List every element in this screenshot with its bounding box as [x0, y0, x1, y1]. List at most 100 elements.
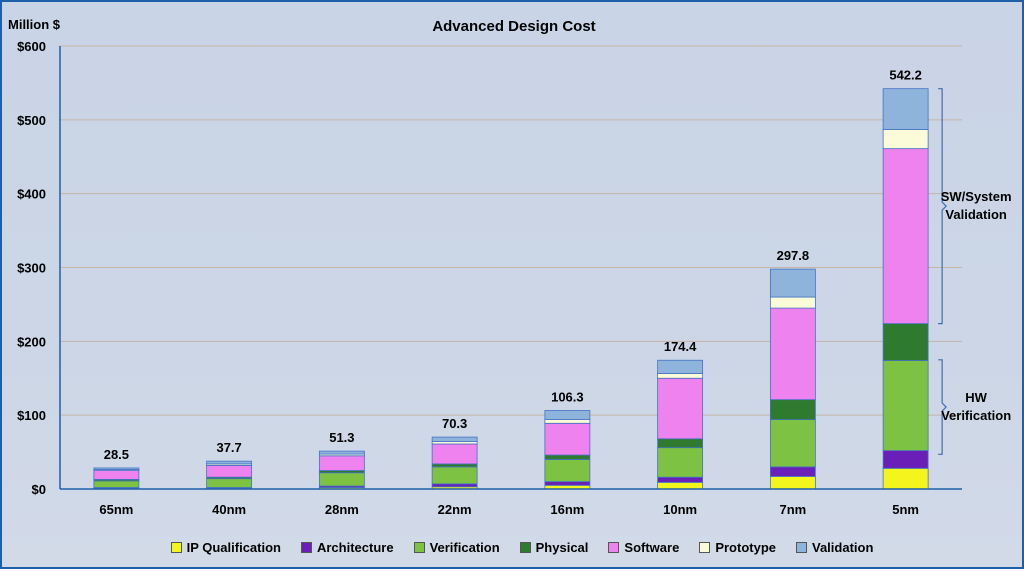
bar-segment [318, 455, 365, 471]
legend-swatch [699, 541, 711, 553]
x-tick-label: 22nm [438, 502, 472, 517]
bar-segment [544, 459, 591, 483]
y-tick-labels: $0 $100 $200 $300 $400 $500 $600 [17, 39, 46, 497]
x-tick-label: 28nm [325, 502, 359, 517]
bar-segment [93, 480, 140, 488]
legend-item: Architecture [300, 539, 394, 555]
x-tick-label: 7nm [780, 502, 807, 517]
legend-label: Physical [535, 539, 589, 555]
bar-segment [431, 483, 478, 488]
total-label: 28.5 [104, 447, 129, 462]
bar-segment [431, 463, 478, 468]
bar-segment [769, 296, 816, 309]
bar-segment [544, 410, 591, 420]
bar-segment [431, 466, 478, 485]
total-label: 106.3 [551, 390, 584, 405]
bar-segment [882, 88, 929, 130]
total-label: 297.8 [777, 248, 810, 263]
x-tick-label: 40nm [212, 502, 246, 517]
legend-swatch [170, 541, 182, 553]
y-axis-label: Million $ [8, 17, 61, 32]
bar-segment [657, 481, 704, 490]
total-label: 70.3 [442, 416, 467, 431]
bar-segment [769, 307, 816, 401]
annotation-layer: SW/System Validation HW Verification [938, 88, 1012, 455]
annotation-label: Validation [945, 207, 1006, 222]
legend-label: Software [624, 539, 680, 555]
total-label: 174.4 [664, 339, 697, 354]
bar-segment [206, 464, 253, 478]
legend-label: Validation [811, 539, 874, 555]
legend-item: Validation [795, 539, 874, 555]
bar-segment [882, 360, 929, 452]
legend-item: Verification [413, 539, 500, 555]
bracket-line [938, 88, 947, 325]
y-tick-label: $300 [17, 261, 46, 276]
bar-segment [206, 460, 253, 465]
legend-item: Prototype [699, 540, 776, 555]
bar-segment [769, 466, 816, 477]
bar-segment [769, 476, 816, 490]
annotation-label: SW/System [941, 189, 1012, 204]
legend-swatch [795, 541, 807, 553]
bar-segment [882, 323, 929, 361]
chart-title: Advanced Design Cost [432, 18, 595, 35]
bar-segment [544, 454, 591, 460]
legend-label: IP Qualification [186, 539, 281, 555]
annotation-label: Verification [941, 408, 1011, 423]
bar-segment [544, 481, 591, 486]
legend-swatch [519, 541, 531, 553]
y-tick-label: $600 [17, 39, 46, 54]
x-tick-labels: 65nm 40nm 28nm 22nm 16nm 10nm 7nm 5nm [99, 502, 919, 517]
legend-swatch [608, 541, 620, 553]
bar-layer [93, 88, 929, 490]
legend-item: Physical [519, 539, 589, 555]
bar-segment [93, 470, 140, 480]
bar-segment [544, 419, 591, 424]
legend: IP Qualification Architecture Verification… [152, 537, 892, 557]
x-tick-label: 10nm [663, 502, 697, 517]
total-label: 37.7 [216, 440, 241, 455]
y-tick-label: $400 [17, 187, 46, 202]
bar-segment [657, 373, 704, 379]
y-tick-label: $200 [17, 334, 46, 349]
y-tick-label: $100 [17, 408, 46, 423]
legend-item: Software [608, 540, 679, 555]
legend-swatch [413, 541, 425, 553]
bar-segment [882, 148, 929, 325]
bar-segment [882, 450, 929, 469]
legend-label: Architecture [316, 539, 394, 555]
legend-label: Prototype [715, 539, 776, 555]
bar-segment [318, 450, 365, 455]
bar-segment [657, 438, 704, 449]
total-label: 51.3 [329, 430, 354, 445]
bar-segment [657, 377, 704, 440]
bar-segment [882, 129, 929, 150]
x-tick-label: 65nm [99, 502, 133, 517]
total-label: 542.2 [889, 68, 922, 83]
bar-segment [769, 399, 816, 420]
bracket-line [938, 359, 947, 455]
legend-swatch [300, 541, 312, 553]
legend-label: Verification [429, 539, 500, 555]
y-tick-label: $500 [17, 113, 46, 128]
bar-segment [431, 443, 478, 465]
legend-item: IP Qualification [170, 539, 281, 555]
bar-segment [318, 472, 365, 487]
annotation-label: HW [965, 390, 987, 405]
bar-segment [206, 478, 253, 488]
grid-layer [60, 45, 962, 416]
bar-segment [544, 422, 591, 456]
bar-segment [657, 359, 704, 374]
bar-segment [431, 436, 478, 442]
y-tick-label: $0 [32, 482, 46, 497]
bar-segment [657, 447, 704, 478]
x-tick-label: 5nm [892, 502, 919, 517]
total-labels: 28.5 37.7 51.3 70.3 106.3 174.4 297.8 542.2 [104, 68, 922, 462]
bar-segment [657, 476, 704, 483]
bar-segment [769, 419, 816, 468]
bar-segment [769, 268, 816, 298]
bar-segment [882, 467, 929, 490]
